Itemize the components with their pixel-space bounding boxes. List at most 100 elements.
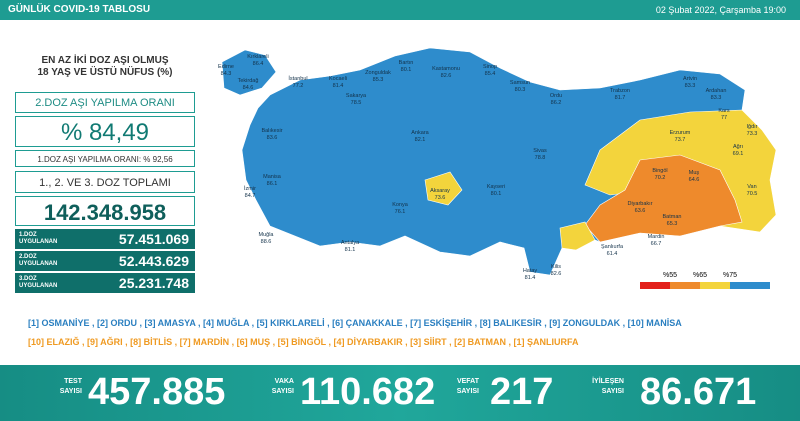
province-name: Muş xyxy=(689,170,700,176)
province-name: Antalya xyxy=(341,240,360,246)
province-name: Muğla xyxy=(259,232,275,238)
map-legend: %55 %65 %75 xyxy=(640,272,770,289)
province-name: Şanlıurfa xyxy=(601,244,624,250)
stat-label-line: İYİLEŞEN xyxy=(592,378,624,385)
first-dose-rate: 1.DOZ AŞI YAPILMA ORANI: % 92,56 xyxy=(15,150,195,167)
province-name: Kocaeli xyxy=(329,76,347,82)
province-value: 82.6 xyxy=(441,73,452,79)
province-value: 77 xyxy=(721,115,727,121)
orange-region xyxy=(584,154,743,243)
province-name: Hatay xyxy=(523,268,538,274)
province-value: 77.2 xyxy=(293,83,304,89)
province-value: 69.1 xyxy=(733,151,744,157)
legend-label: %75 xyxy=(723,272,737,279)
province-name: Zonguldak xyxy=(365,70,391,76)
vaccine-heading: EN AZ İKİ DOZ AŞI OLMUŞ xyxy=(41,55,169,66)
header-bar: GÜNLÜK COVID-19 TABLOSU 02 Şubat 2022, Ç… xyxy=(0,0,800,20)
stat-value: 217 xyxy=(490,371,554,413)
province-value: 73.7 xyxy=(675,137,686,143)
province-name: Bingöl xyxy=(652,168,667,174)
legend-label: %65 xyxy=(693,272,707,279)
province-name: Ankara xyxy=(411,130,429,136)
province-value: 84.7 xyxy=(245,193,256,199)
total-value: 142.348.958 xyxy=(15,196,195,226)
province-name: Iğdır xyxy=(746,124,757,130)
stat-label: VAKA SAYISI xyxy=(252,377,294,397)
province-value: 70.5 xyxy=(747,191,758,197)
legend-swatch xyxy=(730,282,770,289)
province-value: 84.3 xyxy=(221,71,232,77)
province-value: 73.3 xyxy=(747,131,758,137)
stat-label: VEFAT SAYISI xyxy=(437,377,479,397)
province-value: 80.3 xyxy=(515,87,526,93)
second-dose-rate: % 84,49 xyxy=(15,116,195,147)
header-title: GÜNLÜK COVID-19 TABLOSU xyxy=(8,4,151,15)
province-value: 86.4 xyxy=(253,61,264,67)
province-value: 82.6 xyxy=(551,271,562,277)
stat-value: 110.682 xyxy=(300,371,436,413)
stat-label-line: VAKA xyxy=(274,378,294,385)
lowest-ranking: [10] ELAZIĞ , [9] AĞRI , [8] BİTLİS , [7… xyxy=(28,337,579,347)
province-value: 84.6 xyxy=(243,85,254,91)
province-name: Aksaray xyxy=(430,188,450,194)
dose-row: 3.DOZ UYGULANAN 25.231.748 xyxy=(15,273,195,293)
province-name: Kırklareli xyxy=(247,54,268,60)
stat-label-line: SAYISI xyxy=(59,388,82,395)
province-value: 83.3 xyxy=(711,95,722,101)
province-value: 66.7 xyxy=(651,241,662,247)
province-value: 86.2 xyxy=(551,100,562,106)
thrace xyxy=(221,49,277,96)
map-shape xyxy=(221,47,777,276)
stat-value: 86.671 xyxy=(640,371,757,413)
vaccine-heading: 18 YAŞ VE ÜSTÜ NÜFUS (%) xyxy=(37,67,173,78)
province-value: 81.1 xyxy=(345,247,356,253)
province-name: Balıkesir xyxy=(261,128,282,134)
dose-label: 2.DOZ UYGULANAN xyxy=(19,254,57,268)
dose-label-line: 3.DOZ xyxy=(19,276,37,282)
stat-label: İYİLEŞEN SAYISI xyxy=(582,377,624,397)
legend-swatch xyxy=(640,282,670,289)
dose-label-line: UYGULANAN xyxy=(19,239,58,245)
province-value: 86.1 xyxy=(267,181,278,187)
province-name: İstanbul xyxy=(288,75,307,82)
province-name: Manisa xyxy=(263,174,282,180)
province-name: Trabzon xyxy=(610,88,630,94)
stat-label-line: SAYISI xyxy=(456,388,479,395)
header-date: 02 Şubat 2022, Çarşamba 19:00 xyxy=(655,5,786,15)
province-name: Mardin xyxy=(648,234,665,240)
province-name: Ağrı xyxy=(733,144,743,150)
province-value: 70.2 xyxy=(655,175,666,181)
province-value: 85.4 xyxy=(485,71,496,77)
province-name: Diyarbakır xyxy=(627,201,652,207)
dose-label-line: 2.DOZ xyxy=(19,254,37,260)
province-value: 83.6 xyxy=(267,135,278,141)
dose-label: 3.DOZ UYGULANAN xyxy=(19,276,57,290)
stat-label-line: SAYISI xyxy=(271,388,294,395)
dose-value: 25.231.748 xyxy=(118,275,189,291)
province-name: Kars xyxy=(718,108,730,114)
province-value: 78.5 xyxy=(351,100,362,106)
dose-label-line: UYGULANAN xyxy=(19,283,58,289)
legend-swatch xyxy=(700,282,730,289)
province-value: 81.4 xyxy=(333,83,344,89)
dose-row: 1.DOZ UYGULANAN 57.451.069 xyxy=(15,229,195,249)
province-name: İzmir xyxy=(244,185,256,192)
province-name: Sinop xyxy=(483,64,497,70)
province-name: Kayseri xyxy=(487,184,505,190)
dose-value: 52.443.629 xyxy=(118,253,189,269)
dose-label-line: 1.DOZ xyxy=(19,232,37,238)
legend-swatch xyxy=(670,282,700,289)
province-value: 80.1 xyxy=(401,67,412,73)
province-value: 61.4 xyxy=(607,251,618,257)
second-dose-label: 2.DOZ AŞI YAPILMA ORANI xyxy=(15,92,195,113)
province-value: 82.1 xyxy=(415,137,426,143)
province-name: Sivas xyxy=(533,148,547,154)
stats-bar: TEST SAYISI 457.885 VAKA SAYISI 110.682 VEFAT S… xyxy=(0,365,800,421)
province-name: Kastamonu xyxy=(432,66,460,72)
dose-row: 2.DOZ UYGULANAN 52.443.629 xyxy=(15,251,195,271)
legend-label: %55 xyxy=(663,272,677,279)
province-name: Samsun xyxy=(510,80,530,86)
